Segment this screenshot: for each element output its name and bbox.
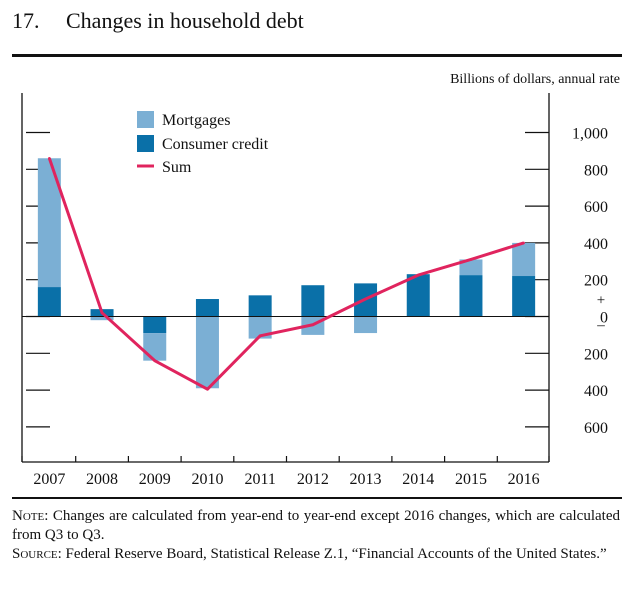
x-tick-label: 2010 bbox=[191, 471, 223, 488]
x-tick-label: 2011 bbox=[244, 471, 275, 488]
source-label: Source bbox=[12, 546, 58, 562]
y-tick-label: 600 bbox=[584, 199, 608, 216]
bar-consumer-credit bbox=[301, 285, 325, 317]
bar-mortgages bbox=[459, 259, 483, 276]
figure-title-text: Changes in household debt bbox=[66, 8, 304, 33]
top-rule bbox=[12, 54, 622, 57]
x-tick-label: 2007 bbox=[33, 471, 65, 488]
legend-label-consumer-credit: Consumer credit bbox=[162, 136, 269, 153]
sum-line bbox=[47, 157, 525, 391]
bar-consumer-credit bbox=[195, 299, 219, 317]
sum-point bbox=[206, 387, 209, 391]
y-sign-plus: + bbox=[597, 293, 605, 309]
x-tick-label: 2015 bbox=[455, 471, 487, 488]
figure-number: 17. bbox=[12, 8, 40, 33]
bar-consumer-credit bbox=[143, 316, 167, 334]
y-tick-label: 400 bbox=[584, 383, 608, 400]
note-paragraph: Note: Changes are calculated from year-e… bbox=[12, 507, 620, 545]
bar-consumer-credit bbox=[248, 295, 272, 317]
x-tick-label: 2013 bbox=[350, 471, 382, 488]
y-tick-label: 1,000 bbox=[572, 126, 608, 143]
units-label: Billions of dollars, annual rate bbox=[450, 72, 620, 87]
y-tick-label: 200 bbox=[584, 273, 608, 290]
source-text: : Federal Reserve Board, Statistical Rel… bbox=[57, 546, 607, 562]
sum-point bbox=[153, 359, 157, 362]
bar-consumer-credit bbox=[406, 274, 430, 317]
legend-label-mortgages: Mortgages bbox=[162, 112, 230, 129]
legend-label-sum: Sum bbox=[162, 159, 192, 176]
sum-point bbox=[416, 273, 420, 277]
sum-point bbox=[48, 156, 51, 160]
notes: Note: Changes are calculated from year-e… bbox=[12, 507, 620, 564]
y-tick-label: 0 bbox=[600, 310, 608, 327]
y-tick-label: 600 bbox=[584, 420, 608, 437]
bar-mortgages bbox=[143, 333, 167, 361]
bar-consumer-credit bbox=[459, 275, 483, 317]
sum-point bbox=[258, 334, 262, 338]
legend-swatch-consumer-credit bbox=[137, 135, 154, 152]
figure-title: 17. Changes in household debt bbox=[12, 8, 304, 34]
x-tick-label: 2008 bbox=[86, 471, 118, 488]
x-tick-label: 2012 bbox=[297, 471, 329, 488]
bar-consumer-credit bbox=[37, 287, 61, 317]
sum-point bbox=[364, 297, 367, 301]
y-tick-label: 800 bbox=[584, 162, 608, 179]
bar-mortgages bbox=[512, 242, 536, 277]
sum-point bbox=[100, 311, 104, 315]
sum-point bbox=[522, 241, 525, 245]
bar-mortgages bbox=[354, 316, 378, 334]
x-tick-label: 2009 bbox=[139, 471, 171, 488]
sum-point bbox=[311, 323, 315, 327]
y-tick-label: 400 bbox=[584, 236, 608, 253]
legend-swatch-mortgages bbox=[137, 111, 154, 128]
bar-mortgages bbox=[248, 316, 272, 339]
sum-point bbox=[469, 258, 473, 261]
bar-mortgages bbox=[90, 316, 114, 321]
chart: 1,000 800 600 400 200 0 200 400 600 + _ 2007 2008 200… bbox=[21, 93, 608, 488]
y-tick-label: 200 bbox=[584, 346, 608, 363]
y-sign-minus: _ bbox=[596, 313, 605, 329]
bar-mortgages bbox=[37, 158, 61, 288]
x-tick-label: 2016 bbox=[508, 471, 540, 488]
note-text: : Changes are calculated from year-end t… bbox=[12, 508, 620, 543]
note-label: Note bbox=[12, 508, 45, 524]
x-tick-label: 2014 bbox=[402, 471, 434, 488]
source-paragraph: Source: Federal Reserve Board, Statistic… bbox=[12, 545, 620, 564]
bar-consumer-credit bbox=[512, 276, 536, 317]
bottom-rule bbox=[12, 497, 622, 499]
bar-mortgages bbox=[195, 316, 219, 389]
